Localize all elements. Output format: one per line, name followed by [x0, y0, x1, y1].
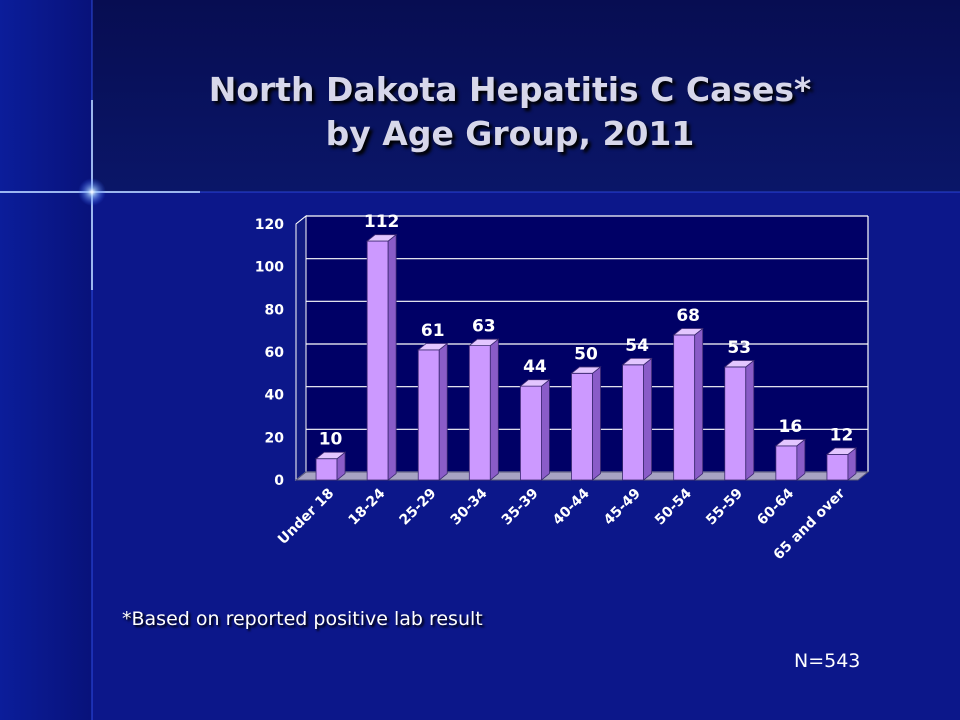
data-label: 16	[779, 417, 803, 437]
y-tick-label: 40	[265, 388, 285, 404]
data-label: 44	[523, 357, 547, 377]
bar-front	[673, 334, 696, 481]
bar	[519, 378, 551, 481]
bar-side	[541, 378, 550, 481]
bar-side	[796, 438, 806, 481]
side-wall	[295, 214, 307, 482]
data-label: 10	[319, 430, 343, 450]
bar	[774, 438, 807, 481]
x-tick-label: 25-29	[397, 486, 440, 529]
bar	[468, 338, 500, 481]
bar-front	[315, 458, 338, 481]
x-tick-label: 18-24	[345, 485, 388, 528]
y-tick-label: 0	[274, 473, 284, 489]
data-label: 112	[364, 212, 400, 232]
bar	[621, 357, 653, 481]
data-label: 54	[625, 336, 649, 356]
bar	[723, 359, 755, 481]
bar-side	[592, 366, 601, 481]
x-tick-label: 45-49	[601, 486, 644, 529]
data-label: 68	[676, 306, 700, 326]
y-tick-label: 100	[255, 260, 284, 276]
bar-top	[672, 328, 704, 336]
bar-top	[314, 451, 347, 460]
bar-side	[489, 338, 499, 481]
data-label: 61	[421, 321, 445, 341]
bar-top	[468, 338, 500, 347]
bar-top	[723, 360, 755, 368]
bar-front	[417, 349, 440, 481]
bar-front	[724, 366, 747, 481]
bar-top	[774, 439, 807, 447]
bar-front	[622, 364, 644, 481]
bar-side	[387, 233, 397, 481]
bar-top	[365, 234, 398, 242]
x-tick-label: 60-64	[754, 485, 797, 528]
y-tick-label: 80	[265, 302, 285, 318]
y-tick-label: 120	[255, 217, 284, 233]
chart-title-line2: by Age Group, 2011	[325, 114, 695, 153]
chart-title-line1: North Dakota Hepatitis C Cases*	[208, 70, 812, 109]
bar-top	[417, 343, 449, 351]
x-tick-label: 40-44	[550, 485, 593, 528]
bar-front	[366, 240, 389, 481]
x-tick-label: Under 18	[275, 486, 337, 548]
y-tick-label: 60	[265, 345, 285, 361]
bar-front	[468, 345, 491, 481]
sample-size-label: N=543	[794, 650, 861, 672]
bar-top	[825, 447, 858, 455]
data-label: 50	[574, 344, 598, 364]
bar-front	[520, 385, 542, 481]
x-tick-label: 35-39	[499, 486, 542, 529]
bar-front	[826, 453, 849, 481]
bar-side	[745, 359, 755, 481]
bar	[365, 233, 398, 481]
bar-top	[519, 379, 551, 387]
footnote: *Based on reported positive lab result	[122, 608, 483, 630]
data-label: 63	[472, 317, 496, 337]
bar-top	[621, 357, 653, 366]
x-tick-label: 55-59	[703, 486, 746, 529]
x-tick-label: 30-34	[448, 485, 491, 528]
bar	[417, 342, 449, 481]
bar	[570, 366, 602, 481]
data-label: 12	[830, 425, 854, 445]
bar-side	[438, 342, 448, 481]
bar-side	[643, 357, 652, 481]
bar	[314, 451, 347, 481]
bar	[825, 447, 858, 481]
bar-front	[775, 445, 798, 481]
bar	[672, 327, 704, 481]
bar-front	[571, 372, 593, 481]
data-label: 53	[727, 338, 751, 358]
bar-top	[570, 366, 602, 374]
x-tick-label: 50-54	[652, 485, 695, 528]
bar-side	[694, 327, 704, 481]
y-tick-label: 20	[265, 430, 285, 446]
